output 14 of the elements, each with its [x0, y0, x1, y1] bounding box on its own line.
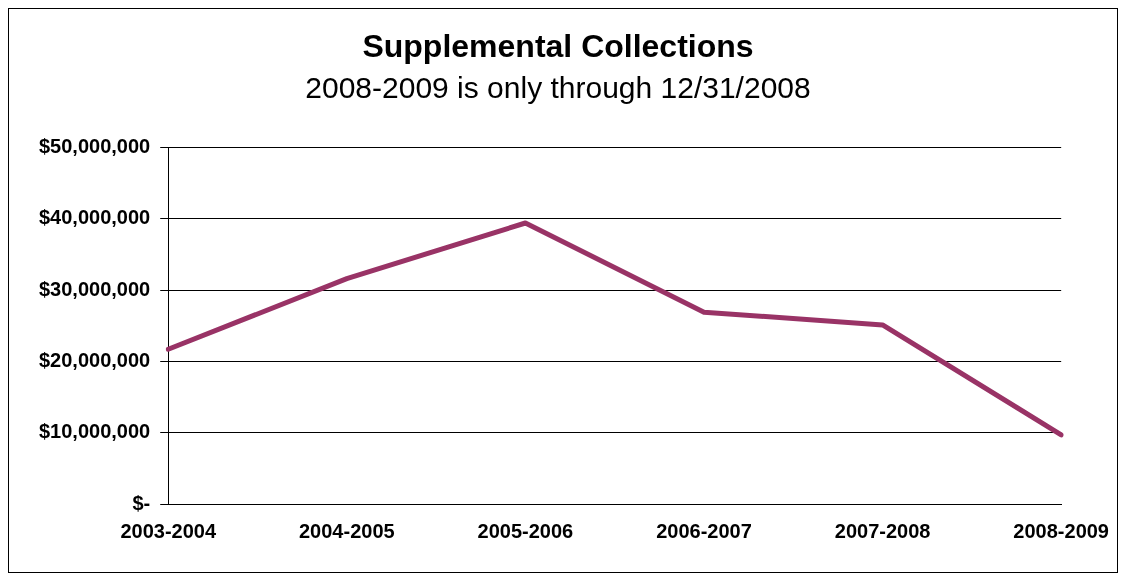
y-tick-label: $30,000,000 — [38, 277, 151, 300]
y-tick-label: $- — [132, 491, 151, 514]
x-tick-label: 2004-2005 — [298, 519, 395, 542]
chart-title: Supplemental Collections — [362, 28, 754, 65]
y-tick-label: $50,000,000 — [38, 134, 151, 157]
x-tick-label: 2008-2009 — [1013, 519, 1110, 542]
y-tick-label: $20,000,000 — [38, 348, 151, 371]
x-tick-label: 2003-2004 — [120, 519, 217, 542]
chart-subtitle: 2008-2009 is only through 12/31/2008 — [305, 70, 811, 104]
y-tick-label: $10,000,000 — [38, 420, 151, 443]
y-tick-label: $40,000,000 — [38, 206, 151, 229]
x-tick-label: 2006-2007 — [656, 519, 752, 542]
x-tick-label: 2005-2006 — [477, 519, 574, 542]
x-tick-label: 2007-2008 — [834, 519, 931, 542]
